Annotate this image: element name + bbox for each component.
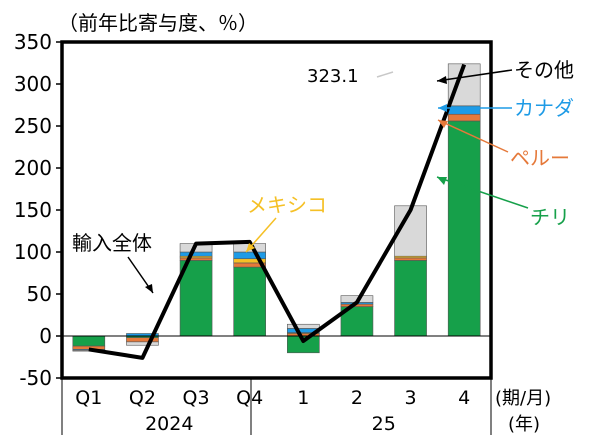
bar-segment (179, 257, 213, 261)
x-tick-label: 4 (458, 387, 470, 409)
legend-label-chile: チリ (530, 205, 570, 229)
y-tick-label: 350 (14, 30, 52, 54)
bar-segment (72, 345, 106, 350)
bar-segment (233, 251, 266, 260)
y-axis: -50 0 50 100 150 200 250 300 350 (14, 30, 62, 390)
x-tick-label: Q3 (183, 387, 210, 409)
annotation-total-value: 323.1 (307, 66, 359, 87)
y-tick-label: 50 (27, 282, 52, 306)
x-tick-label: Q4 (236, 387, 263, 409)
chart-title: （前年比寄与度、％） (58, 11, 258, 35)
x-unit-year: (年) (508, 414, 540, 435)
bar-segment (447, 120, 481, 337)
x-axis-labels: Q1 Q2 Q3 Q4 1 2 3 4 2024 25 (75, 387, 470, 435)
bar-segment (287, 323, 320, 329)
bar-segment (72, 335, 106, 347)
bar-segment (447, 113, 481, 122)
legend-leader-peru (437, 119, 509, 153)
y-tick-label: 300 (14, 72, 52, 96)
x-tick-label: 3 (405, 387, 417, 409)
y-tick-label: -50 (19, 366, 52, 390)
legend-label-mexico: メキシコ (247, 193, 327, 217)
bar-segment (394, 257, 427, 261)
annotation-total-leader (376, 71, 394, 78)
legend-label-canada: カナダ (514, 96, 574, 120)
legend-leader-chile (436, 176, 529, 209)
bar-segment (233, 266, 266, 337)
legend-label-others: その他 (514, 58, 574, 82)
x-tick-label: Q1 (75, 387, 102, 409)
bar-segment (179, 251, 213, 257)
x-year-label: 2024 (145, 413, 193, 435)
legend-label-total: 輸入全体 (72, 231, 152, 255)
x-tick-label: Q2 (129, 387, 156, 409)
y-tick-label: 200 (14, 156, 52, 180)
x-year-label: 25 (372, 413, 396, 435)
x-tick-label: 1 (297, 387, 309, 409)
legend-label-peru: ペルー (510, 146, 570, 170)
x-axis-lines (61, 378, 492, 435)
legend-leader-others (436, 69, 513, 82)
y-tick-label: 0 (39, 324, 52, 348)
x-unit-period: (期/月) (495, 388, 551, 409)
y-tick-label: 100 (14, 240, 52, 264)
y-tick-label: 150 (14, 198, 52, 222)
x-tick-label: 2 (351, 387, 363, 409)
bar-segment (447, 105, 481, 115)
total-line (88, 63, 467, 360)
bar-segment (126, 341, 159, 346)
legend: その他 カナダ ペルー チリ メキシコ 輸入全体 (72, 58, 574, 294)
bar-segment (394, 260, 427, 337)
y-tick-label: 250 (14, 114, 52, 138)
